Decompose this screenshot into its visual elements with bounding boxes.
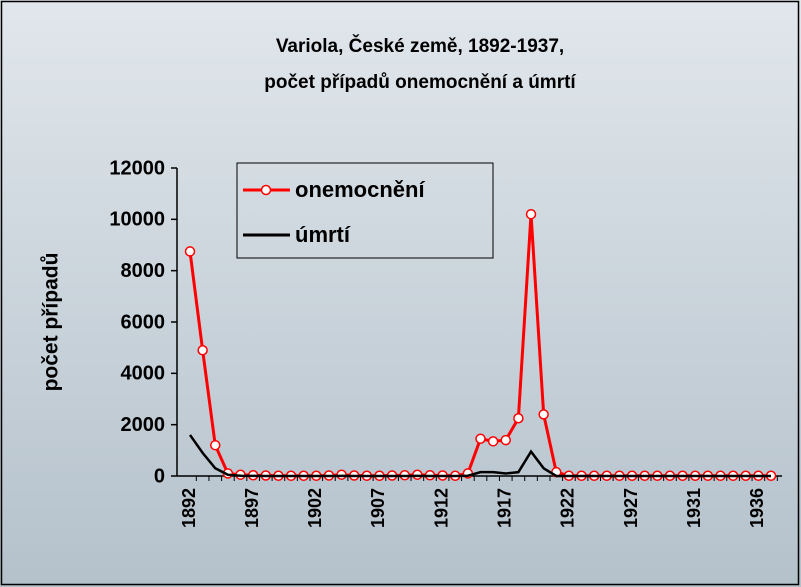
y-tick-label: 12000 <box>109 157 165 179</box>
x-tick-label: 1927 <box>621 488 641 528</box>
y-tick-label: 6000 <box>121 311 166 333</box>
x-tick-label: 1912 <box>431 488 451 528</box>
data-point <box>538 409 549 420</box>
data-point <box>210 439 221 451</box>
x-tick-label: 1922 <box>558 488 578 528</box>
x-tick-label: 1907 <box>368 488 388 528</box>
x-tick-label: 1931 <box>684 488 704 528</box>
legend <box>236 162 494 259</box>
chart-title: počet případů onemocnění a úmrtí <box>264 72 576 93</box>
legend-marker <box>260 184 272 196</box>
chart-title: Variola, České země, 1892-1937, <box>276 35 564 57</box>
data-point <box>475 433 486 445</box>
y-tick-label: 0 <box>154 465 165 487</box>
x-tick-label: 1936 <box>747 488 767 528</box>
y-tick-label: 4000 <box>121 363 166 385</box>
legend-label: úmrtí <box>295 222 351 247</box>
data-point <box>525 208 537 220</box>
y-tick-label: 8000 <box>121 260 166 282</box>
x-tick-label: 1892 <box>179 488 199 528</box>
data-point <box>197 344 208 356</box>
y-tick-label: 2000 <box>121 414 166 436</box>
y-tick-label: 10000 <box>109 209 165 231</box>
data-point <box>487 436 499 447</box>
x-tick-label: 1897 <box>242 488 262 528</box>
x-tick-label: 1917 <box>495 488 515 528</box>
data-point <box>184 246 196 257</box>
legend-label: onemocnění <box>295 177 425 202</box>
data-point <box>500 434 512 446</box>
x-tick-label: 1902 <box>305 488 325 528</box>
y-axis-label: počet případů <box>40 253 63 392</box>
data-point <box>513 413 524 424</box>
series-line <box>188 434 771 478</box>
